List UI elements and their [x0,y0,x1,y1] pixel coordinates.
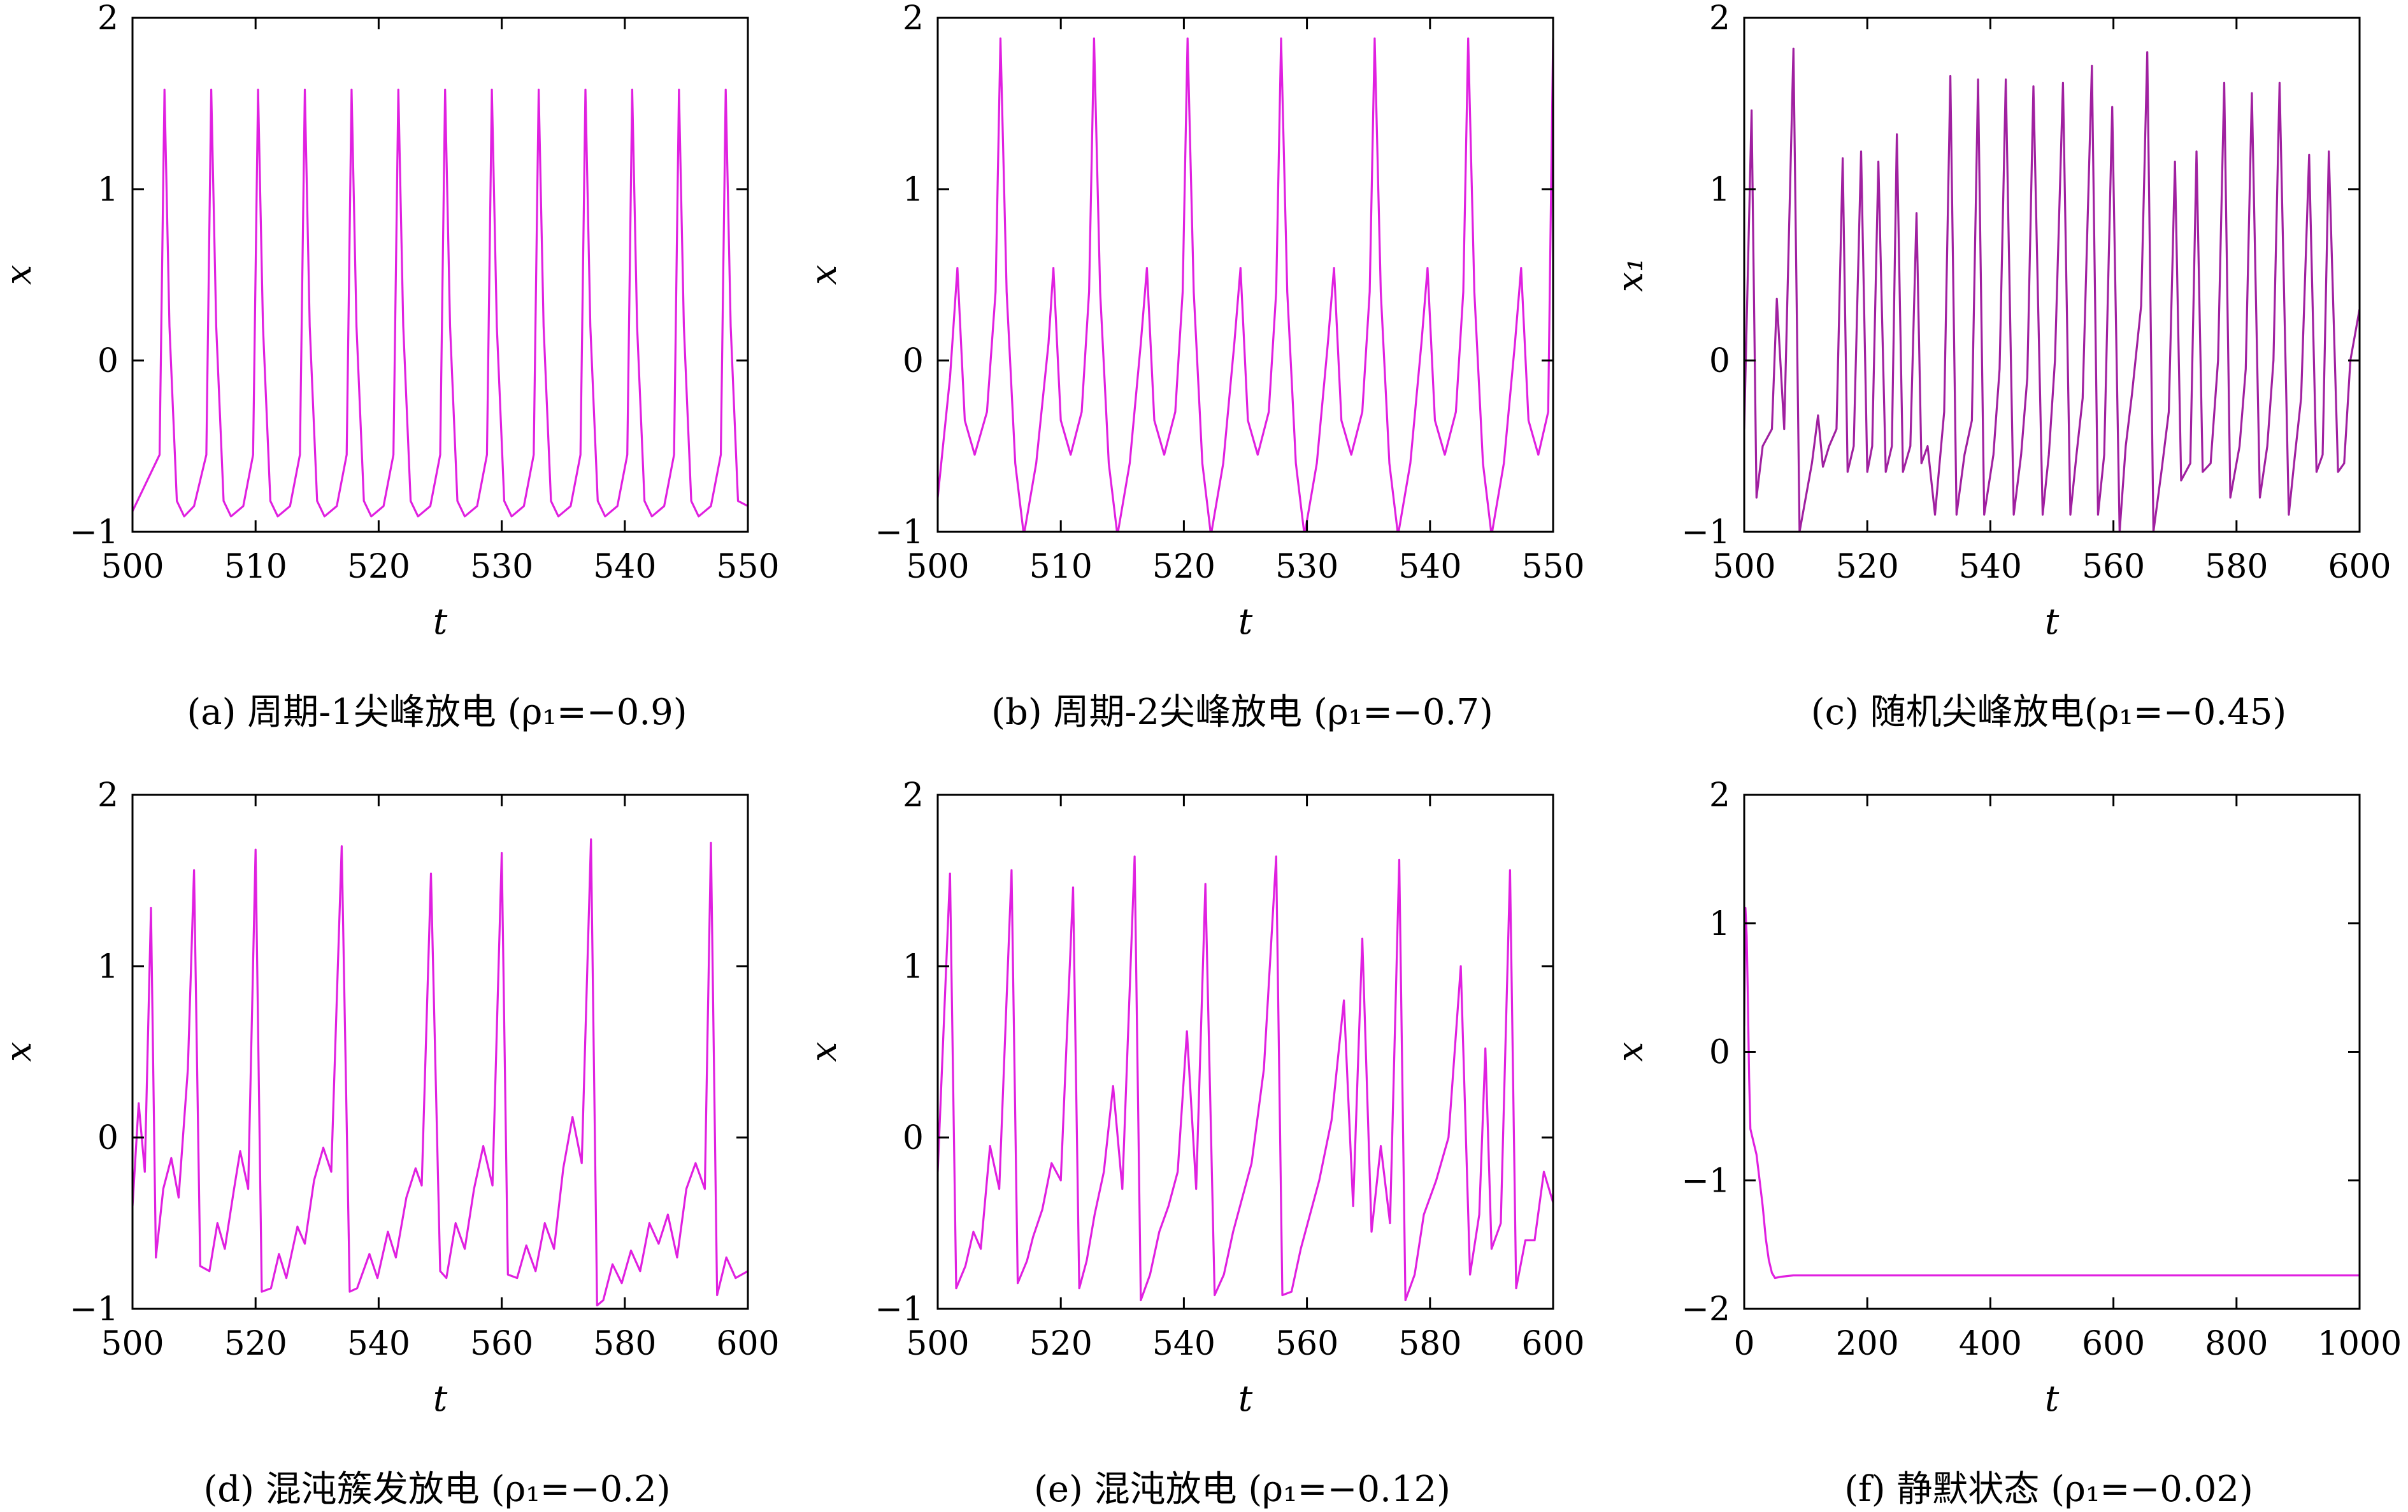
x-axis-label: t [2045,1378,2060,1420]
x-tick-label: 540 [1398,548,1461,586]
x-tick-label: 530 [470,548,533,586]
y-axis-label: x [1610,1042,1651,1062]
x-tick-label: 0 [1733,1325,1754,1363]
y-tick-label: 0 [1709,342,1730,380]
y-tick-label: 0 [97,1119,118,1157]
y-tick-label: 0 [903,1119,924,1157]
x-axis-label: t [2045,601,2060,643]
x-tick-label: 530 [1275,548,1338,586]
x-tick-label: 510 [1029,548,1093,586]
series-line [133,89,748,518]
plot-frame [936,794,1554,1310]
y-tick-label: −1 [1681,1162,1730,1200]
x-tick-label: 600 [1521,1325,1584,1363]
x-tick-label: 600 [2328,548,2391,586]
x-axis-label: t [1238,601,1253,643]
chart-panel-3: 500 520 540 560 580 600 −1 0 1 2 t x (d) 混沌簇发放电 (ρ₁=… [0,776,780,1510]
y-tick-label: −1 [875,1290,924,1329]
y-tick-label: 2 [97,776,118,815]
y-tick-label: −1 [69,1290,118,1329]
subplot-caption: (b) 周期-2尖峰放电 (ρ₁=−0.7) [991,692,1493,733]
x-tick-label: 560 [2082,548,2145,586]
x-tick-label: 520 [1836,548,1899,586]
x-tick-label: 1000 [2318,1325,2402,1363]
y-tick-label: 1 [97,171,118,209]
x-tick-label: 800 [2205,1325,2268,1363]
y-tick-label: 2 [1709,0,1730,38]
series-line [938,37,1553,532]
x-tick-label: 580 [1398,1325,1461,1363]
x-tick-label: 500 [906,1325,969,1363]
chart-panel-4: 500 520 540 560 580 600 −1 0 1 2 t x (e) 混沌放电 (ρ₁=−0… [803,776,1585,1510]
plot-frame [1743,17,2361,533]
chart-panel-2: 500 520 540 560 580 600 −1 0 1 2 t x₁ (c) 随机尖峰放电(ρ₁=… [1610,0,2391,733]
y-tick-label: 0 [97,342,118,380]
x-tick-label: 550 [716,548,779,586]
x-tick-label: 580 [2205,548,2268,586]
series-line [1744,47,2360,532]
subplot-caption: (f) 静默状态 (ρ₁=−0.02) [1844,1469,2253,1510]
x-axis-label: t [433,601,448,643]
x-tick-label: 500 [101,548,164,586]
x-tick-label: 520 [1152,548,1215,586]
x-tick-label: 400 [1959,1325,2022,1363]
plot-frame [936,17,1554,533]
y-tick-label: 2 [903,776,924,815]
y-tick-label: 2 [903,0,924,38]
plot-frame [131,17,749,533]
x-tick-label: 540 [593,548,656,586]
x-tick-label: 540 [1959,548,2022,586]
y-axis-label: x [0,1042,39,1062]
plot-frame [131,794,749,1310]
subplot-caption: (c) 随机尖峰放电(ρ₁=−0.45) [1811,692,2286,733]
plot-frame [1743,794,2361,1310]
subplot-caption: (d) 混沌簇发放电 (ρ₁=−0.2) [203,1469,670,1510]
x-tick-label: 510 [224,548,287,586]
x-axis-label: t [433,1378,448,1420]
y-tick-label: −2 [1681,1290,1730,1329]
series-line [133,838,748,1307]
chart-panel-5: 0 200 400 600 800 1000 −2 −1 0 1 2 t x (f) 静默状态 (ρ₁=−… [1610,776,2402,1510]
chart-panel-0: 500 510 520 530 540 550 −1 0 1 2 t x (a) 周期-1尖峰放电 (ρ… [0,0,780,733]
y-tick-label: 1 [903,171,924,209]
x-tick-label: 520 [347,548,410,586]
x-tick-label: 540 [347,1325,410,1363]
y-tick-label: 2 [97,0,118,38]
x-tick-label: 600 [716,1325,779,1363]
x-tick-label: 540 [1152,1325,1215,1363]
x-tick-label: 500 [1712,548,1775,586]
y-axis-label: x [0,265,39,285]
series-line [938,855,1553,1302]
x-tick-label: 500 [906,548,969,586]
x-tick-label: 580 [593,1325,656,1363]
subplot-caption: (e) 混沌放电 (ρ₁=−0.12) [1034,1469,1451,1510]
x-tick-label: 500 [101,1325,164,1363]
y-tick-label: −1 [69,513,118,552]
y-axis-label: x [803,265,845,285]
y-tick-label: 2 [1709,776,1730,815]
y-tick-label: 1 [1709,905,1730,943]
x-tick-label: 520 [1029,1325,1093,1363]
x-tick-label: 560 [1275,1325,1338,1363]
x-tick-label: 600 [2082,1325,2145,1363]
y-tick-label: −1 [1681,513,1730,552]
y-axis-label: x [803,1042,845,1062]
x-tick-label: 560 [470,1325,533,1363]
y-tick-label: 0 [903,342,924,380]
x-tick-label: 550 [1521,548,1584,586]
subplot-caption: (a) 周期-1尖峰放电 (ρ₁=−0.9) [187,692,687,733]
y-tick-label: −1 [875,513,924,552]
x-axis-label: t [1238,1378,1253,1420]
y-tick-label: 1 [1709,171,1730,209]
y-tick-label: 1 [97,948,118,986]
chart-panel-1: 500 510 520 530 540 550 −1 0 1 2 t x (b) 周期-2尖峰放电 (ρ… [803,0,1585,733]
x-tick-label: 200 [1836,1325,1899,1363]
y-axis-label: x₁ [1610,257,1651,292]
x-tick-label: 520 [224,1325,287,1363]
y-tick-label: 0 [1709,1034,1730,1072]
series-line [1744,906,2360,1280]
y-tick-label: 1 [903,948,924,986]
